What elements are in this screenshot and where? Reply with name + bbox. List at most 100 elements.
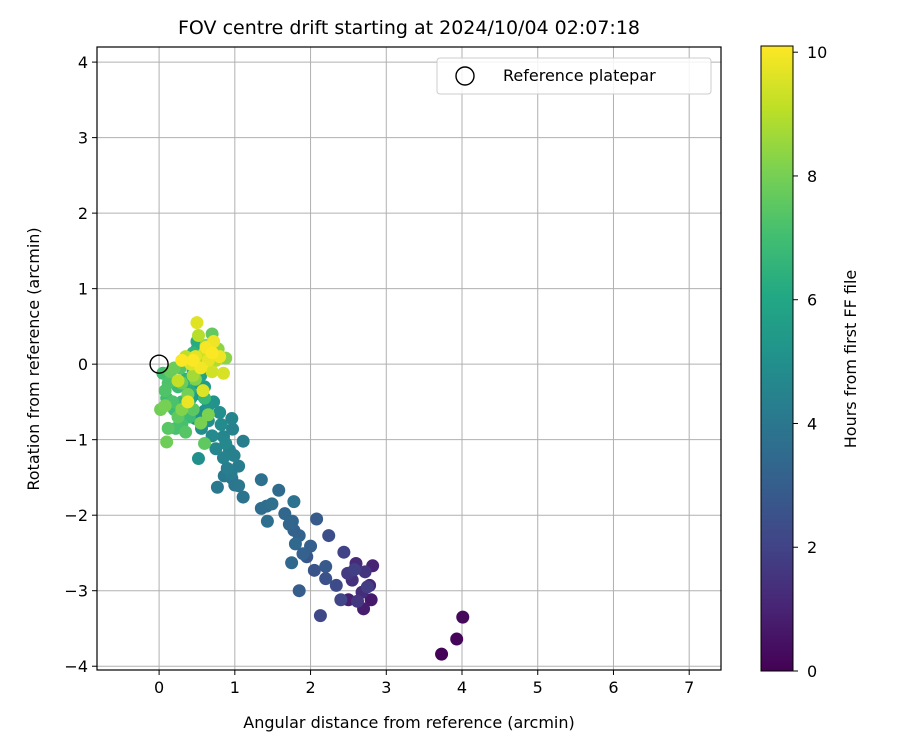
x-axis-ticks: 0 1 2 3 4 5 6 7 (154, 670, 694, 697)
data-point (364, 593, 378, 607)
data-point (282, 517, 296, 531)
data-point (205, 365, 219, 379)
data-point (287, 495, 301, 509)
colorbar-tick-label: 8 (807, 167, 817, 186)
y-tick-label: 3 (78, 129, 88, 148)
colorbar-tick-label: 10 (807, 43, 827, 62)
data-point (288, 537, 302, 551)
x-tick-label: 7 (684, 678, 694, 697)
data-point (198, 436, 212, 450)
data-point (236, 434, 250, 448)
x-tick-label: 3 (381, 678, 391, 697)
data-point (225, 412, 239, 426)
data-point (201, 408, 215, 422)
colorbar-tick-label: 6 (807, 291, 817, 310)
data-point (220, 461, 234, 475)
y-tick-label: −1 (64, 431, 88, 450)
data-point (322, 529, 336, 543)
x-tick-label: 1 (230, 678, 240, 697)
x-tick-label: 6 (608, 678, 618, 697)
x-tick-label: 4 (457, 678, 467, 697)
data-point (319, 560, 333, 574)
data-point (209, 442, 223, 456)
data-point (254, 501, 268, 515)
data-point (196, 384, 210, 398)
data-point (160, 435, 174, 449)
data-point (205, 346, 219, 360)
data-point (232, 479, 246, 493)
y-tick-label: 0 (78, 355, 88, 374)
legend-marker (455, 66, 475, 86)
colorbar-label: Hours from first FF file (841, 270, 860, 449)
y-tick-label: −3 (64, 582, 88, 601)
data-point (351, 594, 365, 608)
data-point (307, 563, 321, 577)
y-tick-label: 4 (78, 53, 88, 72)
data-point (334, 593, 348, 607)
data-point (158, 399, 172, 413)
data-point (360, 580, 374, 594)
colorbar-tick-label: 2 (807, 538, 817, 557)
data-point (236, 490, 250, 504)
data-point (191, 328, 205, 342)
data-point (194, 416, 208, 430)
data-point (285, 556, 299, 570)
data-point (175, 353, 189, 367)
data-point (232, 459, 246, 473)
chart-title: FOV centre drift starting at 2024/10/04 … (178, 17, 640, 39)
y-axis-ticks: −4 −3 −2 −1 0 1 2 3 4 (64, 53, 97, 676)
data-point (337, 545, 351, 559)
data-point (214, 418, 228, 432)
data-point (329, 578, 343, 592)
y-tick-label: −2 (64, 506, 88, 525)
data-point (213, 405, 227, 419)
data-point (347, 563, 361, 577)
colorbar (760, 45, 794, 672)
data-point (216, 451, 230, 465)
data-point (181, 395, 195, 409)
data-point (265, 497, 279, 511)
data-points (154, 316, 470, 661)
data-point (310, 512, 324, 526)
colorbar-tick-label: 4 (807, 414, 817, 433)
data-point (456, 610, 470, 624)
data-point (226, 422, 240, 436)
data-point (190, 316, 204, 330)
reference-platepar-marker (149, 354, 169, 374)
data-point (272, 483, 286, 497)
data-point (450, 632, 464, 646)
data-point (254, 473, 268, 487)
data-point (278, 507, 292, 521)
data-point (179, 425, 193, 439)
data-point (260, 514, 274, 528)
data-point (358, 565, 372, 579)
legend-label: Reference platepar (503, 66, 656, 85)
data-point (158, 384, 172, 398)
x-axis-label: Angular distance from reference (arcmin) (243, 713, 574, 732)
x-tick-label: 2 (305, 678, 315, 697)
data-point (171, 374, 185, 388)
y-tick-label: 1 (78, 280, 88, 299)
data-point (186, 353, 200, 367)
reference-marker (149, 354, 169, 374)
data-point (216, 366, 230, 380)
data-point (313, 609, 327, 623)
legend: Reference platepar (436, 57, 712, 95)
legend-box (436, 57, 712, 95)
plot-area-frame (96, 46, 722, 671)
data-point (435, 647, 449, 661)
data-point (319, 572, 333, 586)
y-tick-label: 2 (78, 204, 88, 223)
colorbar-tick-label: 0 (807, 662, 817, 681)
colorbar-ticks: 0 2 4 6 8 10 (793, 43, 827, 681)
y-axis-label: Rotation from reference (arcmin) (24, 227, 43, 490)
data-point (219, 436, 233, 450)
data-point (210, 480, 224, 494)
data-point (292, 584, 306, 598)
x-tick-label: 0 (154, 678, 164, 697)
data-point (296, 547, 310, 561)
data-point (191, 452, 205, 466)
y-tick-label: −4 (64, 657, 88, 676)
x-tick-label: 5 (533, 678, 543, 697)
